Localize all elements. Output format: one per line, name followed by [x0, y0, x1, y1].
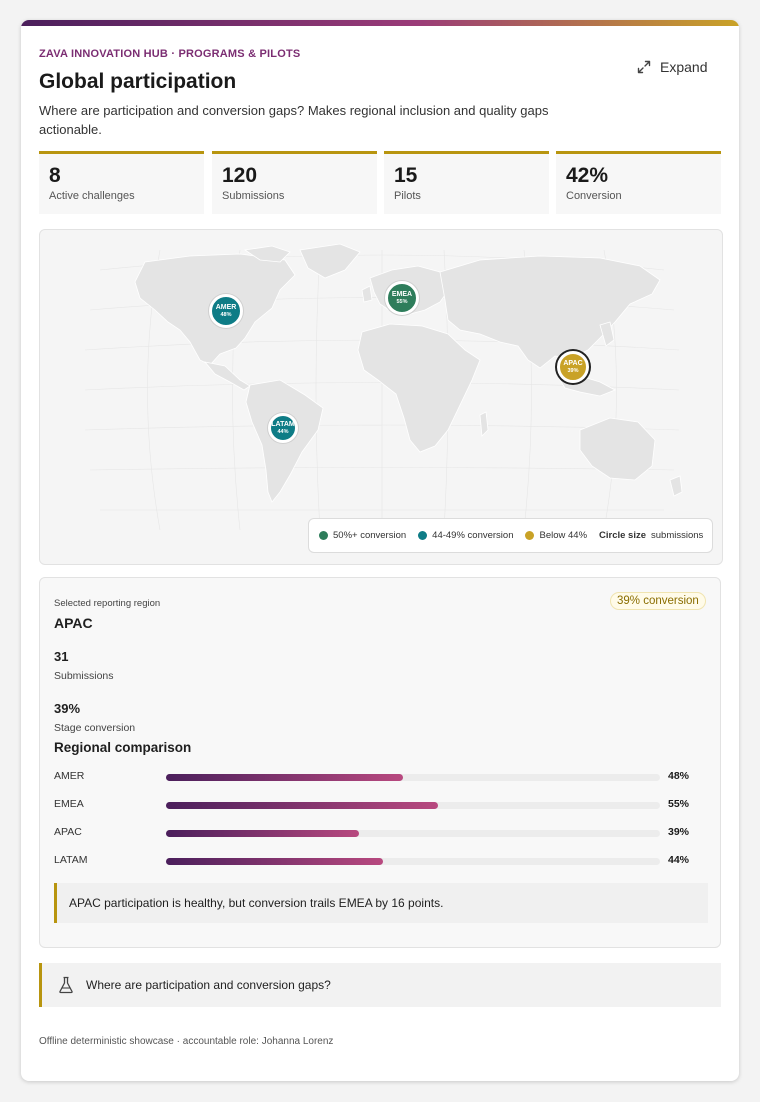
legend-dot-icon [418, 531, 428, 540]
bar-value: 44% [668, 854, 690, 866]
legend-mid: 44-49% conversion [418, 530, 513, 541]
page-subtitle: Where are participation and conversion g… [39, 103, 549, 137]
legend-low-label: Below 44% [539, 530, 588, 541]
bar-fill [166, 830, 359, 837]
kpi-label: Active challenges [49, 190, 135, 202]
guiding-question-text: Where are participation and conversion g… [86, 978, 331, 992]
legend-dot-icon [319, 531, 328, 540]
selected-region-caption: Selected reporting region [54, 598, 161, 609]
legend-high-label: 50%+ conversion [333, 530, 407, 541]
regional-comparison-title: Regional comparison [54, 740, 192, 755]
marker-name: LATAM [271, 420, 295, 428]
kpi-label: Submissions [222, 190, 285, 202]
bar-label: EMEA [54, 798, 84, 810]
beaker-icon [59, 976, 73, 994]
kpi-value: 120 [222, 164, 258, 187]
expand-button[interactable]: Expand [636, 55, 707, 79]
marker-name: AMER [215, 303, 237, 311]
kpi-row: 8 Active challenges 120 Submissions 15 P… [39, 151, 721, 214]
region-marker-latam[interactable]: LATAM 44% [268, 413, 298, 443]
gradient-accent-bar [21, 20, 739, 26]
selected-region-name: APAC [54, 615, 93, 631]
stage-conversion-label: Stage conversion [54, 722, 136, 734]
kpi-submissions: 120 Submissions [212, 151, 377, 214]
world-map-panel: AMER 48% EMEA 55% APAC 39% LATAM 44% 50%… [39, 229, 723, 565]
insight-callout: APAC participation is healthy, but conve… [54, 883, 708, 923]
legend-high: 50%+ conversion [319, 530, 406, 541]
legend-low: Below 44% [525, 530, 587, 541]
guiding-question[interactable]: Where are participation and conversion g… [39, 963, 721, 1007]
region-detail-panel: Selected reporting region 39% conversion… [39, 577, 721, 948]
bar-track [166, 858, 660, 865]
world-map [84, 243, 683, 531]
expand-icon [637, 60, 651, 74]
marker-value: 39% [567, 367, 579, 374]
bar-label: AMER [54, 770, 85, 782]
bar-value: 48% [668, 770, 690, 782]
comparison-bar-row: APAC 39% [54, 826, 694, 840]
bar-fill [166, 802, 438, 809]
marker-name: APAC [563, 359, 583, 367]
expand-label: Expand [660, 59, 708, 75]
legend-size-text: submissions [651, 530, 704, 541]
bar-fill [166, 858, 384, 865]
marker-value: 55% [396, 298, 408, 305]
marker-value: 48% [220, 311, 232, 318]
submissions-value: 31 [54, 649, 69, 664]
legend-dot-icon [525, 531, 535, 540]
comparison-bar-row: AMER 48% [54, 770, 694, 784]
kpi-label: Conversion [566, 190, 622, 202]
kpi-value: 42% [566, 164, 609, 187]
participation-card: ZAVA INNOVATION HUB · PROGRAMS & PILOTS … [21, 20, 739, 1081]
conversion-badge: 39% conversion [610, 592, 706, 610]
kpi-pilots: 15 Pilots [384, 151, 549, 214]
bar-label: LATAM [54, 854, 88, 866]
bar-track [166, 830, 660, 837]
marker-value: 44% [277, 428, 289, 435]
kpi-value: 8 [49, 164, 61, 187]
bar-value: 55% [668, 798, 690, 810]
kpi-active-challenges: 8 Active challenges [39, 151, 204, 214]
legend-mid-label: 44-49% conversion [432, 530, 514, 541]
footer-note: Offline deterministic showcase · account… [39, 1036, 334, 1047]
kpi-label: Pilots [394, 190, 421, 202]
comparison-bar-row: EMEA 55% [54, 798, 694, 812]
region-marker-apac[interactable]: APAC 39% [557, 351, 589, 383]
stage-conversion-value: 39% [54, 701, 81, 716]
marker-name: EMEA [391, 290, 413, 298]
legend-size-bold: Circle size [599, 530, 647, 541]
comparison-bar-row: LATAM 44% [54, 854, 694, 868]
breadcrumb: ZAVA INNOVATION HUB · PROGRAMS & PILOTS [39, 48, 301, 60]
bar-track [166, 802, 660, 809]
bar-track [166, 774, 660, 781]
bar-value: 39% [668, 826, 690, 838]
bar-label: APAC [54, 826, 82, 838]
bar-fill [166, 774, 404, 781]
submissions-label: Submissions [54, 670, 114, 682]
kpi-value: 15 [394, 164, 418, 187]
kpi-conversion: 42% Conversion [556, 151, 721, 214]
legend-size: Circle size submissions [599, 530, 703, 541]
page-title: Global participation [39, 70, 237, 93]
region-marker-emea[interactable]: EMEA 55% [385, 281, 419, 315]
region-marker-amer[interactable]: AMER 48% [209, 294, 243, 328]
map-legend: 50%+ conversion 44-49% conversion Below … [308, 518, 713, 553]
